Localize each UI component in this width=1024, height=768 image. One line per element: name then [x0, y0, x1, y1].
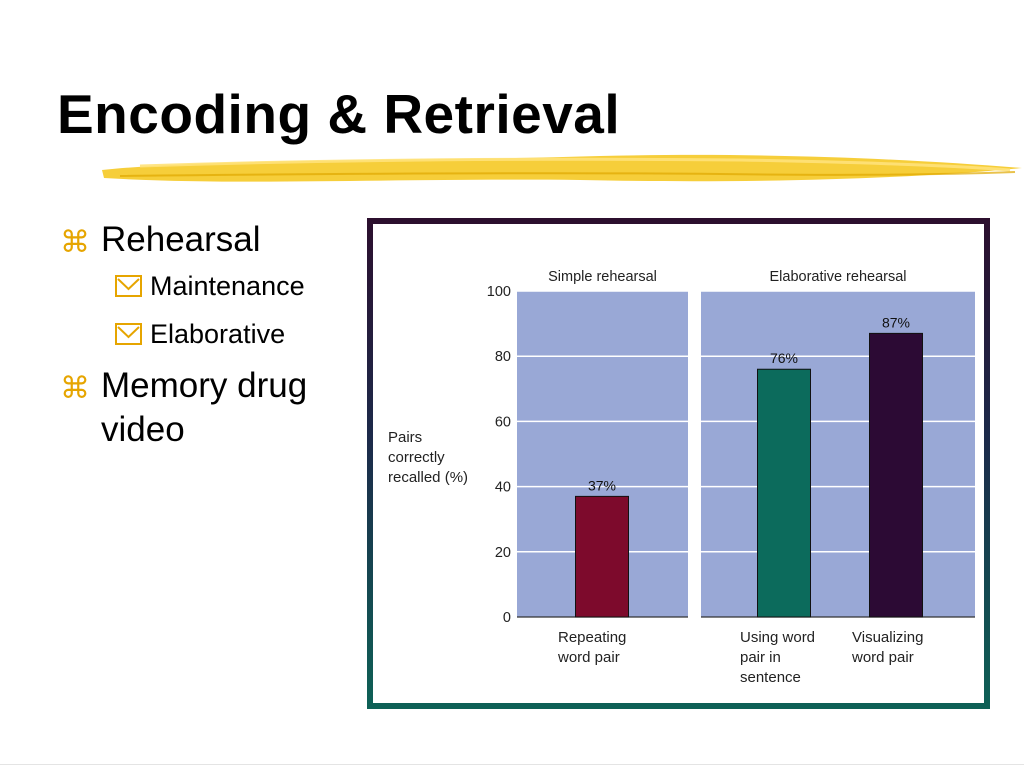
category-label: word pair [851, 649, 914, 666]
sub-bullet-maintenance: Maintenance [115, 262, 360, 310]
category-label: word pair [557, 649, 620, 666]
y-tick-label: 40 [495, 480, 511, 496]
command-bullet-icon: ⌘ [60, 226, 90, 259]
category-label: pair in [740, 649, 781, 666]
y-tick-label: 60 [495, 414, 511, 430]
panel-title: Simple rehearsal [548, 269, 657, 285]
slide-title: Encoding & Retrieval [57, 83, 621, 145]
data-label: 87% [882, 314, 910, 330]
bottom-divider [0, 764, 1024, 765]
category-label: sentence [740, 669, 801, 686]
command-bullet-icon: ⌘ [60, 372, 90, 405]
envelope-checkbox-icon [115, 323, 142, 345]
y-tick-label: 20 [495, 545, 511, 561]
bullet-list: ⌘ Rehearsal Maintenance Elaborative ⌘ Me… [60, 218, 360, 452]
data-label: 76% [770, 350, 798, 366]
chart-frame: Simple rehearsal 37% Repeating word pair Ela… [367, 218, 990, 709]
chart-panel: Simple rehearsal 37% Repeating word pair Ela… [373, 224, 984, 703]
category-label: Using word [740, 629, 815, 646]
title-underline-highlight [102, 154, 1022, 182]
bar [757, 368, 811, 618]
category-label: Visualizing [852, 629, 923, 646]
bullet-memory-drug-video: ⌘ Memory drug video [60, 364, 360, 452]
bullet-rehearsal: ⌘ Rehearsal [60, 218, 360, 262]
sub-bullet-text: Elaborative [150, 319, 286, 349]
y-axis-label: recalled (%) [388, 469, 468, 486]
data-label: 37% [588, 477, 616, 493]
bar [869, 332, 923, 618]
panel-title: Elaborative rehearsal [769, 269, 906, 285]
plot-area [701, 291, 975, 617]
y-axis-label: Pairs [388, 429, 422, 446]
sub-bullet-elaborative: Elaborative [115, 310, 360, 358]
bullet-text: Rehearsal [101, 220, 261, 259]
sub-bullet-text: Maintenance [150, 271, 305, 301]
y-axis-label: correctly [388, 449, 445, 466]
y-tick-label: 100 [487, 284, 511, 300]
bar-chart: Simple rehearsal 37% Repeating word pair Ela… [388, 269, 975, 686]
bullet-text: Memory drug video [101, 366, 308, 449]
envelope-checkbox-icon [115, 275, 142, 297]
y-tick-label: 0 [503, 610, 511, 626]
category-label: Repeating [558, 629, 626, 646]
bar [575, 495, 629, 618]
y-tick-label: 80 [495, 349, 511, 365]
